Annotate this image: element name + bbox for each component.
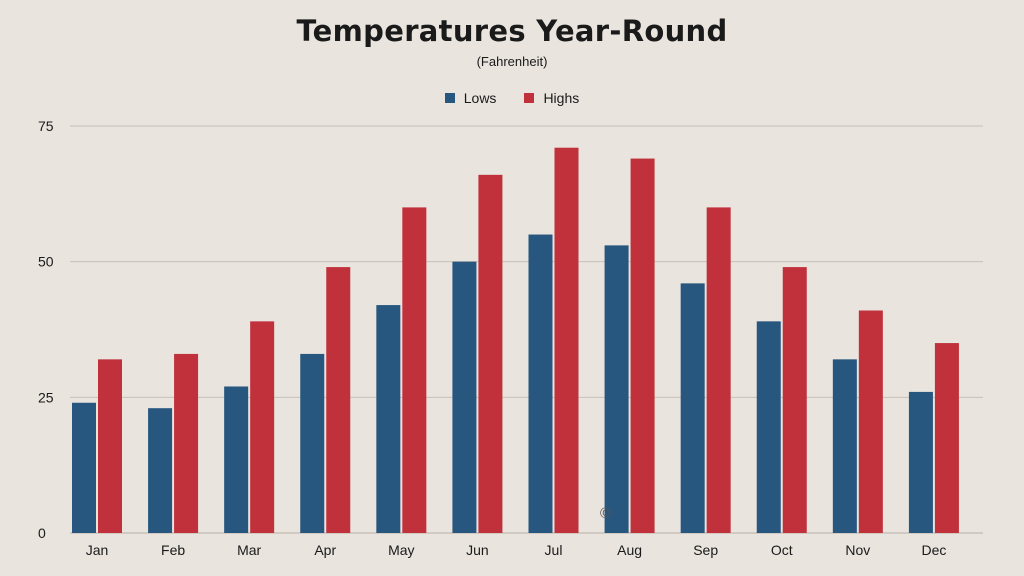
x-tick-label: Apr <box>314 542 336 558</box>
x-tick-label: Mar <box>237 542 261 558</box>
bar-highs <box>174 353 199 533</box>
legend-label-lows: Lows <box>463 90 497 106</box>
legend: Lows Highs <box>0 90 1024 106</box>
bar-lows <box>908 391 933 533</box>
bar-highs <box>630 158 655 533</box>
bar-highs <box>554 147 579 533</box>
bar-lows <box>832 359 857 533</box>
x-tick-label: May <box>388 542 414 558</box>
legend-item-highs: Highs <box>524 90 579 106</box>
bar-highs <box>478 174 503 533</box>
bar-lows <box>300 353 325 533</box>
bar-highs <box>250 321 275 533</box>
legend-swatch-lows <box>444 93 455 103</box>
y-tick-label: 25 <box>38 389 54 405</box>
bar-lows <box>528 234 553 534</box>
x-tick-label: Dec <box>921 542 946 558</box>
x-tick-label: Aug <box>617 542 642 558</box>
chart-subtitle: (Fahrenheit) <box>476 54 548 69</box>
y-tick-label: 75 <box>38 118 54 134</box>
x-tick-label: Oct <box>771 542 793 558</box>
bar-highs <box>402 207 427 533</box>
bar-lows <box>148 408 173 533</box>
bar-highs <box>706 207 731 533</box>
bar-highs <box>934 343 959 533</box>
bar-lows <box>72 402 96 533</box>
legend-item-lows: Lows <box>444 90 497 106</box>
bar-lows <box>452 261 477 533</box>
legend-swatch-highs <box>524 93 535 103</box>
y-tick-label: 50 <box>38 254 54 270</box>
x-tick-label: Nov <box>845 542 870 558</box>
x-tick-label: Jan <box>86 542 109 558</box>
bar-highs <box>98 359 122 533</box>
bar-lows <box>604 245 629 534</box>
bar-lows <box>756 321 781 533</box>
bar-highs <box>326 267 351 533</box>
x-tick-label: Feb <box>161 542 185 558</box>
x-tick-label: Sep <box>693 542 718 558</box>
bar-highs <box>858 310 883 533</box>
y-tick-label: 0 <box>38 525 46 541</box>
chart-title: Temperatures Year-Round <box>296 14 728 48</box>
copyright-symbol: © <box>600 505 612 522</box>
bar-lows <box>376 305 401 533</box>
bar-highs <box>782 267 807 533</box>
bar-lows <box>680 283 705 533</box>
x-tick-label: Jul <box>545 542 563 558</box>
legend-label-highs: Highs <box>543 90 580 106</box>
x-tick-label: Jun <box>466 542 489 558</box>
bar-lows <box>224 386 249 533</box>
